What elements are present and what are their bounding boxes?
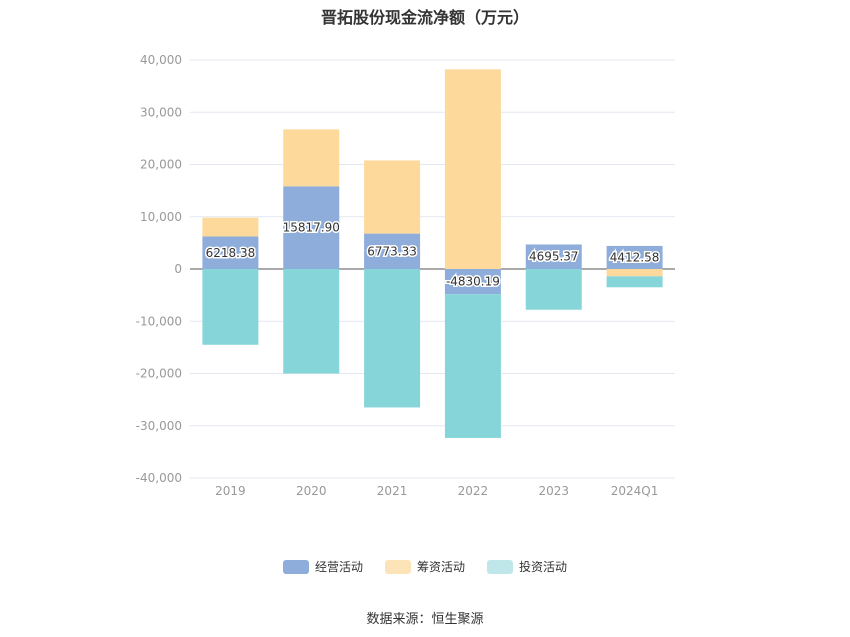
y-tick-label: 10,000 [140,210,182,224]
y-tick-label: -20,000 [136,367,182,381]
legend-item-operating[interactable]: 经营活动 [282,558,363,575]
axes: 40,000 30,000 20,000 10,000 0 -10,000 -20,000 -… [136,53,659,498]
data-label: 6218.38 [206,246,256,260]
bar-investing [444,294,501,438]
bar-financing [444,69,501,269]
legend-item-investing[interactable]: 投资活动 [487,558,567,575]
x-tick-label: 2022 [458,484,489,498]
y-tick-label: 40,000 [140,53,182,67]
x-tick-label: 2024Q1 [611,484,659,498]
data-label: 4412.58 [610,250,660,264]
chart-plot: 40,000 30,000 20,000 10,000 0 -10,000 -20,000 -… [136,53,675,498]
bar-operating [283,186,340,269]
legend-swatch-investing [487,559,513,574]
legend-label-investing: 投资活动 [519,560,568,574]
bar-operating [202,236,259,269]
bar-operating [364,233,421,269]
x-tick-label: 2020 [296,484,327,498]
grid-lines [190,59,675,479]
chart-title: 晋拓股份现金流净额（万元） [320,8,529,27]
x-tick-label: 2019 [215,484,246,498]
bars [202,69,663,438]
y-tick-label: 0 [174,262,182,276]
data-label: -4830.19 [446,275,500,289]
legend: 经营活动 筹资活动 投资活动 [0,558,850,575]
y-tick-label: -30,000 [136,419,182,433]
bar-financing [606,269,663,277]
bar-investing [202,269,259,345]
bar-operating [444,269,501,295]
data-label: 4695.37 [529,250,579,264]
data-label: 6773.33 [367,244,417,258]
data-labels: 6218.38 15817.90 6773.33 -4830.19 4695.37 441… [204,219,661,290]
x-tick-label: 2021 [377,484,408,498]
bar-operating [525,244,582,269]
bar-operating [606,245,663,269]
legend-item-financing[interactable]: 筹资活动 [384,558,465,575]
bar-investing [283,269,340,374]
bar-investing [525,269,582,310]
bar-financing [283,129,340,187]
legend-swatch-operating [282,559,309,574]
y-tick-label: -40,000 [136,471,182,485]
bar-investing [364,269,421,408]
bar-investing [606,276,663,288]
legend-swatch-financing [384,559,411,574]
y-tick-label: 20,000 [140,158,182,172]
legend-label-operating: 经营活动 [314,560,363,574]
x-tick-label: 2023 [538,484,569,498]
bar-financing [364,160,421,234]
data-label: 15817.90 [283,221,340,235]
legend-label-financing: 筹资活动 [416,560,465,574]
y-tick-label: -10,000 [136,314,182,328]
data-source: 数据来源：恒生聚源 [366,612,484,627]
y-tick-label: 30,000 [140,105,182,119]
bar-financing [202,217,259,237]
